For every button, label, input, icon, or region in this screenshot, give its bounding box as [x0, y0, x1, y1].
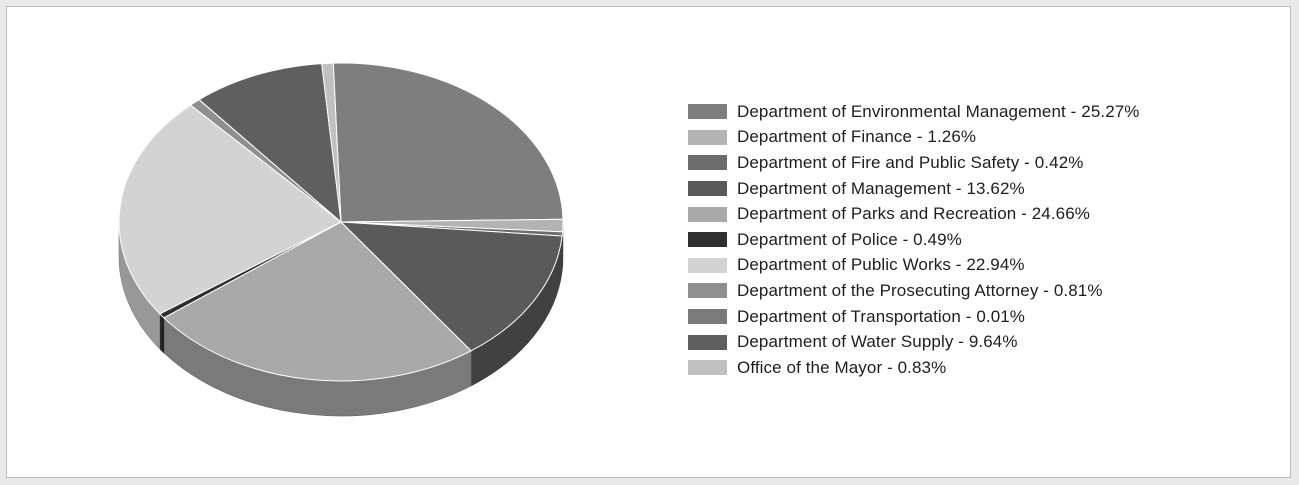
legend-label: Department of the Prosecuting Attorney -… [737, 280, 1103, 300]
legend-item-department-of-public-works: Department of Public Works - 22.94% [688, 253, 1268, 279]
legend-swatch [688, 232, 727, 248]
legend: Department of Environmental Management -… [688, 99, 1268, 381]
legend-swatch [688, 155, 727, 171]
legend-label: Department of Public Works - 22.94% [737, 255, 1025, 275]
legend-swatch [688, 129, 727, 145]
legend-item-department-of-transportation: Department of Transportation - 0.01% [688, 304, 1268, 330]
legend-item-department-of-the-prosecuting-attorney: Department of the Prosecuting Attorney -… [688, 278, 1268, 304]
legend-swatch [688, 334, 727, 350]
legend-item-department-of-fire-and-public-safety: Department of Fire and Public Safety - 0… [688, 150, 1268, 176]
pie-slice-department-of-management [339, 221, 563, 352]
pie-slice-department-of-public-works [118, 104, 342, 315]
pie-side-department-of-police [159, 313, 165, 354]
legend-swatch [688, 181, 727, 197]
legend-item-department-of-police: Department of Police - 0.49% [688, 227, 1268, 253]
legend-item-department-of-management: Department of Management - 13.62% [688, 176, 1268, 202]
legend-label: Department of Fire and Public Safety - 0… [737, 152, 1084, 172]
legend-swatch [688, 104, 727, 120]
pie-slice-department-of-parks-and-recreation [162, 221, 472, 382]
pie-slice-department-of-environmental-management [332, 62, 564, 223]
legend-label: Department of Management - 13.62% [737, 178, 1025, 198]
legend-label: Department of Police - 0.49% [737, 229, 962, 249]
legend-item-department-of-environmental-management: Department of Environmental Management -… [688, 99, 1268, 125]
legend-label: Office of the Mayor - 0.83% [737, 357, 947, 377]
legend-label: Department of Water Supply - 9.64% [737, 332, 1018, 352]
legend-swatch [688, 257, 727, 273]
legend-swatch [688, 206, 727, 222]
legend-item-office-of-the-mayor: Office of the Mayor - 0.83% [688, 355, 1268, 381]
pie-slice-department-of-water-supply [198, 63, 342, 224]
legend-label: Department of Finance - 1.26% [737, 127, 977, 147]
legend-item-department-of-finance: Department of Finance - 1.26% [688, 125, 1268, 151]
pie-slice-office-of-the-mayor [321, 62, 342, 223]
legend-label: Department of Transportation - 0.01% [737, 306, 1026, 326]
legend-swatch [688, 309, 727, 325]
legend-swatch [688, 360, 727, 376]
legend-label: Department of Parks and Recreation - 24.… [737, 204, 1090, 224]
legend-label: Department of Environmental Management -… [737, 101, 1140, 121]
legend-item-department-of-parks-and-recreation: Department of Parks and Recreation - 24.… [688, 201, 1268, 227]
legend-swatch [688, 283, 727, 299]
legend-item-department-of-water-supply: Department of Water Supply - 9.64% [688, 329, 1268, 355]
pie-top-faces [118, 62, 564, 382]
